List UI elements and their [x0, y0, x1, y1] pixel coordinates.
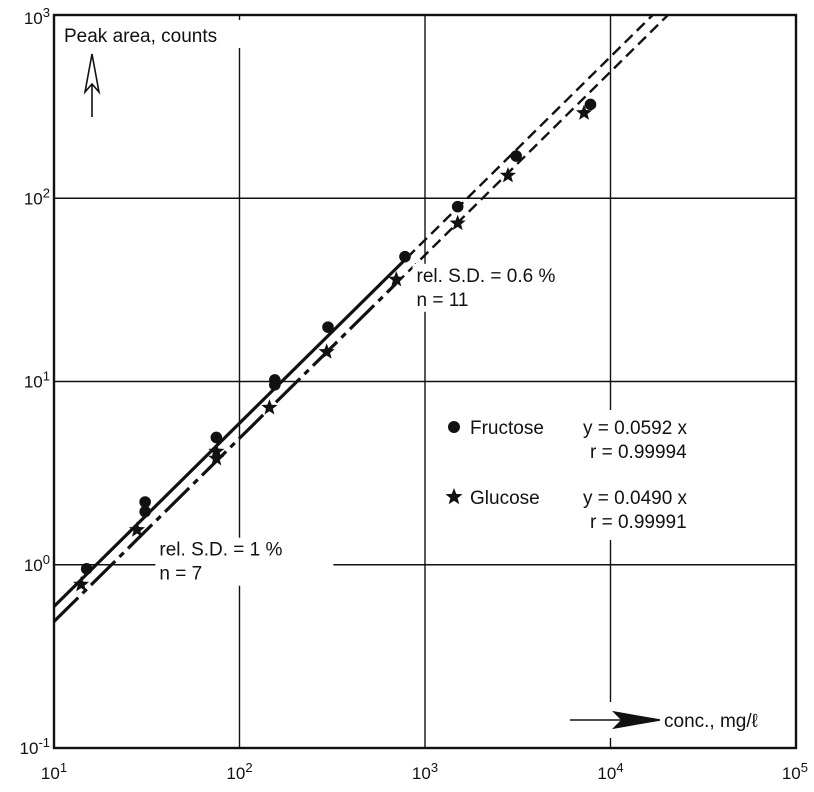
- data-point-glucose: [575, 104, 593, 120]
- y-tick-label: 101: [24, 369, 50, 392]
- data-point-glucose: [449, 214, 466, 231]
- fit-line-glucose: [54, 282, 398, 623]
- up-arrowhead-icon: [83, 53, 101, 95]
- data-point-fructose: [584, 98, 597, 111]
- legend-fructose-marker: [448, 421, 460, 433]
- data-point-fructose: [139, 496, 151, 508]
- data-point-glucose: [318, 343, 335, 359]
- data-point-glucose: [499, 167, 517, 183]
- annotation-sd-high-line2: n = 11: [417, 290, 469, 311]
- y-tick-label: 102: [24, 185, 50, 208]
- right-arrowhead-icon: [611, 710, 661, 730]
- data-point-glucose: [208, 442, 225, 459]
- fit-line-glucose-extrapolated: [395, 15, 670, 285]
- y-axis-label-group: Peak area, counts: [58, 20, 270, 117]
- fit-line-fructose: [54, 256, 409, 608]
- data-point-glucose: [73, 576, 90, 592]
- y-tick-label: 100: [24, 552, 50, 575]
- legend-glucose-r: r = 0.99991: [590, 512, 687, 533]
- data-point-fructose: [510, 150, 522, 162]
- annotation-sd-high: rel. S.D. = 0.6 % n = 11: [412, 263, 591, 312]
- annotation-sd-low-line2: n = 7: [159, 564, 202, 585]
- annotation-sd-low: rel. S.D. = 1 % n = 7: [155, 537, 334, 586]
- plot-frame: [52, 13, 798, 750]
- annotation-sd-high-line1: rel. S.D. = 0.6 %: [417, 266, 556, 287]
- y-axis-label: Peak area, counts: [64, 26, 217, 47]
- y-tick-labels: 10-1 100 101 102 103: [20, 5, 50, 758]
- data-point-glucose: [208, 450, 225, 466]
- data-point-glucose: [388, 271, 405, 287]
- data-point-glucose: [128, 521, 146, 537]
- legend-glucose-marker: [445, 488, 463, 505]
- legend-glucose-name: Glucose: [470, 488, 540, 509]
- x-axis-label-group: conc., mg/ℓ: [566, 702, 790, 738]
- fit-line-fructose-extrapolated: [406, 15, 655, 259]
- grid-lines: [54, 15, 796, 748]
- data-points: [73, 98, 597, 592]
- y-tick-label: 103: [24, 5, 50, 28]
- data-point-fructose: [80, 563, 93, 575]
- x-tick-label: 101: [41, 760, 67, 783]
- legend-fructose-name: Fructose: [470, 418, 544, 439]
- x-tick-label: 104: [597, 760, 623, 783]
- legend-fructose-r: r = 0.99994: [590, 442, 687, 463]
- data-point-fructose: [322, 321, 334, 333]
- x-tick-labels: 101 102 103 104 105: [41, 760, 808, 783]
- x-tick-label: 102: [226, 760, 252, 783]
- legend: Fructose y = 0.0592 x r = 0.99994 Glucos…: [438, 410, 738, 540]
- annotation-sd-low-line1: rel. S.D. = 1 %: [159, 540, 282, 561]
- data-point-fructose: [269, 378, 281, 391]
- data-point-glucose: [261, 399, 278, 415]
- x-tick-label: 105: [782, 760, 808, 783]
- data-point-fructose: [451, 200, 464, 213]
- legend-fructose-equation: y = 0.0592 x: [583, 418, 688, 439]
- legend-glucose-equation: y = 0.0490 x: [583, 488, 688, 509]
- data-point-fructose: [139, 505, 151, 518]
- data-point-fructose: [210, 431, 223, 444]
- fit-lines: [54, 15, 670, 623]
- x-axis-label: conc., mg/ℓ: [664, 711, 758, 732]
- y-tick-label: 10-1: [20, 735, 50, 758]
- data-point-fructose: [399, 250, 411, 263]
- x-tick-label: 103: [412, 760, 438, 783]
